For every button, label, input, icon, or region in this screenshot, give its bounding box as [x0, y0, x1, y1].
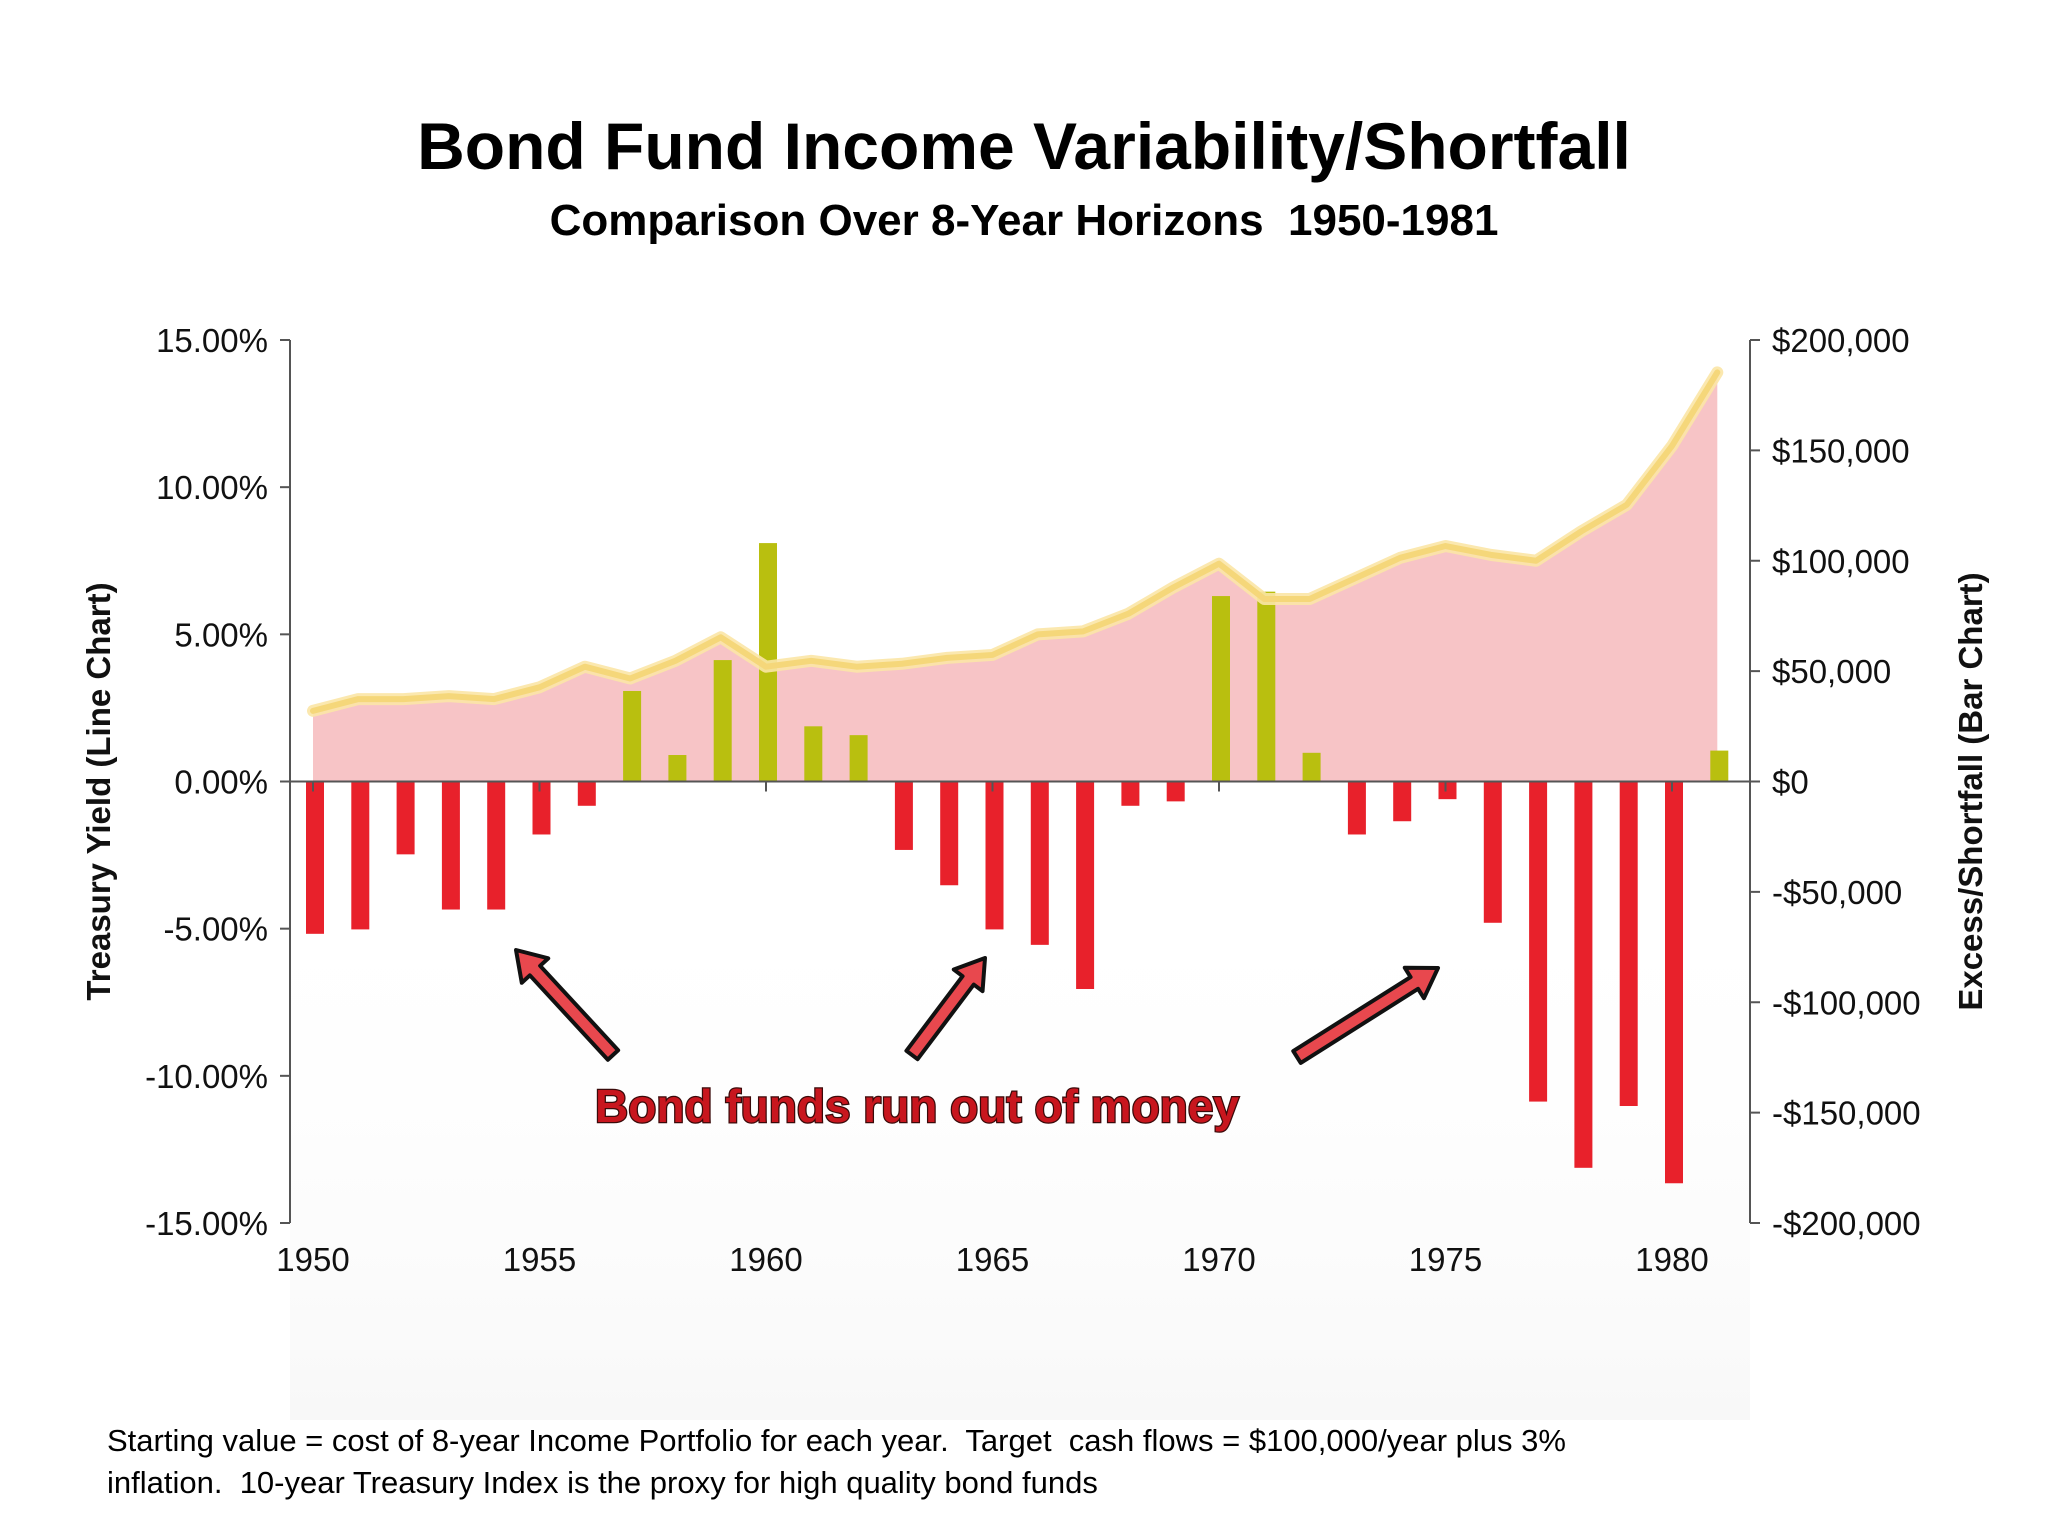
right-tick-label: -$150,000 [1772, 1095, 1921, 1132]
yield-area [313, 372, 1718, 782]
bar-1970 [1212, 596, 1230, 782]
bar-1981 [1710, 750, 1729, 782]
left-tick-label: 5.00% [174, 616, 268, 653]
arrow-1970s [1291, 965, 1440, 1065]
bar-1953 [441, 781, 460, 910]
bar-1968 [1121, 781, 1140, 806]
right-tick-label: -$100,000 [1772, 984, 1921, 1021]
bar-1976 [1483, 781, 1502, 923]
x-tick-label: 1960 [729, 1241, 802, 1278]
footnote-line-1: Starting value = cost of 8-year Income P… [107, 1423, 1566, 1458]
annotation-text: Bond funds run out of money [595, 1080, 1239, 1132]
bar-1955 [532, 781, 551, 835]
chart-subtitle: Comparison Over 8-Year Horizons 1950-198… [549, 196, 1499, 245]
footnote: Starting value = cost of 8-year Income P… [107, 1420, 1807, 1504]
left-axis-title: Treasury Yield (Line Chart) [80, 582, 117, 1000]
left-tick-label: 15.00% [156, 322, 268, 359]
right-tick-label: $200,000 [1772, 322, 1910, 359]
bar-1950 [306, 781, 324, 934]
bar-1980 [1665, 781, 1683, 1184]
bar-1958 [668, 755, 687, 782]
bar-1952 [396, 781, 415, 855]
bar-1959 [713, 660, 732, 782]
x-tick-label: 1955 [503, 1241, 576, 1278]
bar-1972 [1302, 752, 1321, 782]
bar-1975 [1438, 781, 1457, 800]
left-tick-label: -5.00% [163, 911, 268, 948]
bar-1965 [985, 781, 1004, 930]
left-tick-label: -15.00% [145, 1205, 268, 1242]
footnote-line-2: inflation. 10-year Treasury Index is the… [107, 1465, 1098, 1500]
bar-1978 [1574, 781, 1593, 1168]
left-tick-label: 0.00% [174, 764, 268, 801]
right-tick-label: -$50,000 [1772, 874, 1902, 911]
bar-1957 [623, 690, 642, 782]
bar-1973 [1347, 781, 1366, 835]
x-tick-label: 1980 [1635, 1241, 1708, 1278]
arrow-1950s [514, 948, 621, 1062]
left-tick-label: -10.00% [145, 1058, 268, 1095]
bar-1974 [1393, 781, 1412, 822]
bar-1964 [940, 781, 959, 886]
right-tick-label: $150,000 [1772, 432, 1910, 469]
bar-1962 [849, 735, 868, 782]
right-tick-label: -$200,000 [1772, 1205, 1921, 1242]
bar-1971 [1257, 591, 1276, 782]
bar-1967 [1076, 781, 1095, 990]
x-tick-label: 1950 [276, 1241, 349, 1278]
x-tick-label: 1965 [956, 1241, 1029, 1278]
x-tick-label: 1975 [1409, 1241, 1482, 1278]
right-tick-label: $100,000 [1772, 543, 1910, 580]
bar-1979 [1619, 781, 1638, 1107]
yield-line [310, 369, 1721, 714]
bar-1966 [1030, 781, 1049, 945]
arrow-1960s [904, 956, 987, 1062]
right-tick-label: $50,000 [1772, 653, 1891, 690]
bar-1951 [351, 781, 370, 930]
bar-1977 [1529, 781, 1548, 1102]
left-tick-label: 10.00% [156, 469, 268, 506]
bar-1969 [1166, 781, 1185, 802]
right-tick-label: $0 [1772, 764, 1809, 801]
chart-title: Bond Fund Income Variability/Shortfall [417, 109, 1631, 183]
x-tick-label: 1970 [1182, 1241, 1255, 1278]
bar-1961 [804, 726, 823, 782]
right-axis-title: Excess/Shortfall (Bar Chart) [1952, 572, 1989, 1010]
bar-1956 [577, 781, 596, 806]
bar-1963 [894, 781, 913, 850]
bar-1954 [487, 781, 506, 910]
